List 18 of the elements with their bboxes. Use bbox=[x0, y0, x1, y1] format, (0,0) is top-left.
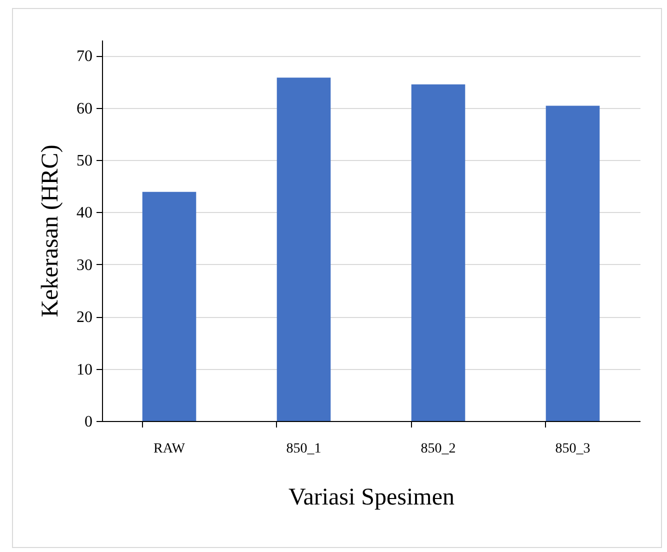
y-axis-title: Kekerasan (HRC) bbox=[38, 144, 64, 318]
y-tick-label: 0 bbox=[84, 414, 92, 430]
x-tick-label: RAW bbox=[153, 442, 186, 456]
y-tick-label: 70 bbox=[76, 48, 92, 66]
y-tick-label: 20 bbox=[76, 309, 92, 326]
y-tick-label: 10 bbox=[76, 361, 92, 378]
y-tick-label: 30 bbox=[76, 256, 92, 274]
bar bbox=[142, 192, 196, 421]
y-tick-label: 50 bbox=[76, 152, 92, 170]
y-tick-label: 40 bbox=[76, 204, 92, 222]
x-tick-label: 850_1 bbox=[286, 442, 322, 456]
bar bbox=[546, 106, 600, 421]
x-tick-label: 850_2 bbox=[420, 442, 456, 456]
y-tick-label: 60 bbox=[76, 100, 92, 118]
bar bbox=[411, 84, 466, 421]
x-axis-title: Variasi Spesimen bbox=[288, 484, 454, 510]
x-tick-label: 850_3 bbox=[555, 442, 590, 456]
bar bbox=[276, 78, 331, 421]
